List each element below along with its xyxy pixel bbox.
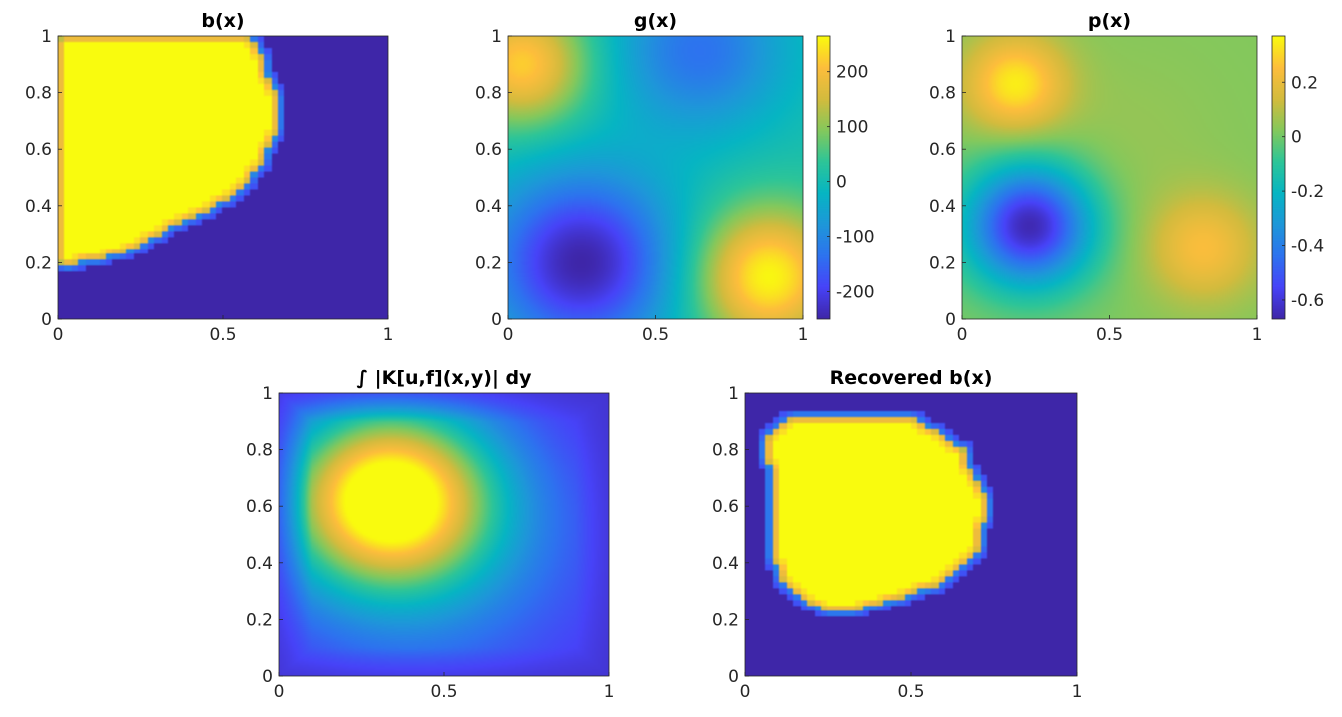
y-tick-label: 0.6 (246, 497, 273, 517)
panel-title: ∫ |K[u,f](x,y)| dy (356, 367, 532, 389)
panel-title: Recovered b(x) (830, 367, 993, 389)
y-tick-label: 0.4 (712, 554, 739, 574)
colorbar-tick-label: 200 (836, 63, 868, 83)
x-tick-label: 1 (798, 325, 809, 345)
x-tick-label: 0.5 (642, 325, 669, 345)
x-tick-label: 0 (53, 325, 64, 345)
heatmap-image (962, 36, 1257, 319)
y-tick-label: 0.2 (929, 253, 956, 273)
x-tick-label: 0.5 (430, 682, 457, 702)
x-tick-label: 1 (604, 682, 615, 702)
x-tick-label: 0 (957, 325, 968, 345)
y-tick-label: 0.2 (246, 610, 273, 630)
y-tick-label: 0.6 (929, 140, 956, 160)
colorbar-tick-label: 0 (1291, 128, 1302, 148)
y-tick-label: 0.8 (475, 84, 502, 104)
y-tick-label: 0.8 (929, 84, 956, 104)
y-tick-label: 1 (945, 27, 956, 47)
colorbar-gradient (1272, 36, 1285, 319)
panel-3: p(x) 0 0.5 1 0 0.2 0.4 0.6 0.8 1 -0.6 -0.4 -0.2 0 0.2 (929, 10, 1324, 345)
heatmap-image (508, 36, 803, 319)
y-tick-label: 0.4 (929, 197, 956, 217)
y-tick-label: 0.8 (712, 441, 739, 461)
y-tick-label: 0 (491, 310, 502, 330)
y-tick-label: 0 (41, 310, 52, 330)
colorbar-tick-label: -0.2 (1291, 182, 1324, 202)
y-tick-label: 0.4 (246, 554, 273, 574)
colorbar-tick-label: 0 (836, 173, 847, 193)
x-tick-label: 0.5 (209, 325, 236, 345)
y-tick-label: 0.2 (25, 253, 52, 273)
y-tick-label: 0 (262, 667, 273, 687)
y-tick-label: 0 (945, 310, 956, 330)
heatmap-image (745, 393, 1077, 676)
colorbar-tick-label: -200 (836, 283, 875, 303)
y-tick-label: 0.4 (475, 197, 502, 217)
x-tick-label: 0 (740, 682, 751, 702)
panel-title: b(x) (201, 10, 244, 32)
x-tick-label: 1 (383, 325, 394, 345)
colorbar: -0.6 -0.4 -0.2 0 0.2 (1271, 35, 1324, 320)
y-tick-label: 0.8 (246, 441, 273, 461)
panel-4: ∫ |K[u,f](x,y)| dy 0 0.5 1 0 0.2 0.4 0.6 0.8 1 (246, 367, 614, 702)
panel-1: b(x) 0 0.5 1 0 0.2 0.4 0.6 0.8 1 (25, 10, 393, 345)
y-tick-label: 0.8 (25, 84, 52, 104)
colorbar-box (1271, 35, 1286, 320)
y-tick-label: 0.2 (475, 253, 502, 273)
y-tick-label: 0.4 (25, 197, 52, 217)
y-tick-label: 0 (728, 667, 739, 687)
y-tick-label: 0.6 (475, 140, 502, 160)
x-tick-label: 0 (503, 325, 514, 345)
colorbar-tick-label: -100 (836, 228, 875, 248)
colorbar-tick-label: -0.4 (1291, 237, 1324, 257)
colorbar-tick-label: 100 (836, 118, 868, 138)
panel-5: Recovered b(x) 0 0.5 1 0 0.2 0.4 0.6 0.8 1 (712, 367, 1082, 702)
colorbar-tick-label: -0.6 (1291, 291, 1324, 311)
x-tick-label: 0 (274, 682, 285, 702)
colorbar: -200 -100 0 100 200 (816, 35, 875, 320)
panel-title: p(x) (1088, 10, 1131, 32)
colorbar-box (816, 35, 831, 320)
y-tick-label: 1 (491, 27, 502, 47)
x-tick-label: 1 (1252, 325, 1263, 345)
panel-title: g(x) (634, 10, 677, 32)
x-tick-label: 1 (1072, 682, 1083, 702)
y-tick-label: 0.6 (712, 497, 739, 517)
colorbar-gradient (817, 36, 830, 319)
y-tick-label: 1 (41, 27, 52, 47)
heatmap-image (279, 393, 609, 676)
y-tick-label: 0.6 (25, 140, 52, 160)
x-tick-label: 0.5 (897, 682, 924, 702)
heatmap-image (58, 36, 388, 319)
x-tick-label: 0.5 (1096, 325, 1123, 345)
y-tick-label: 1 (262, 384, 273, 404)
panel-2: g(x) 0 0.5 1 0 0.2 0.4 0.6 0.8 1 -200 -100 0 100 200 (475, 10, 875, 345)
y-tick-label: 1 (728, 384, 739, 404)
y-tick-label: 0.2 (712, 610, 739, 630)
colorbar-tick-label: 0.2 (1291, 73, 1318, 93)
